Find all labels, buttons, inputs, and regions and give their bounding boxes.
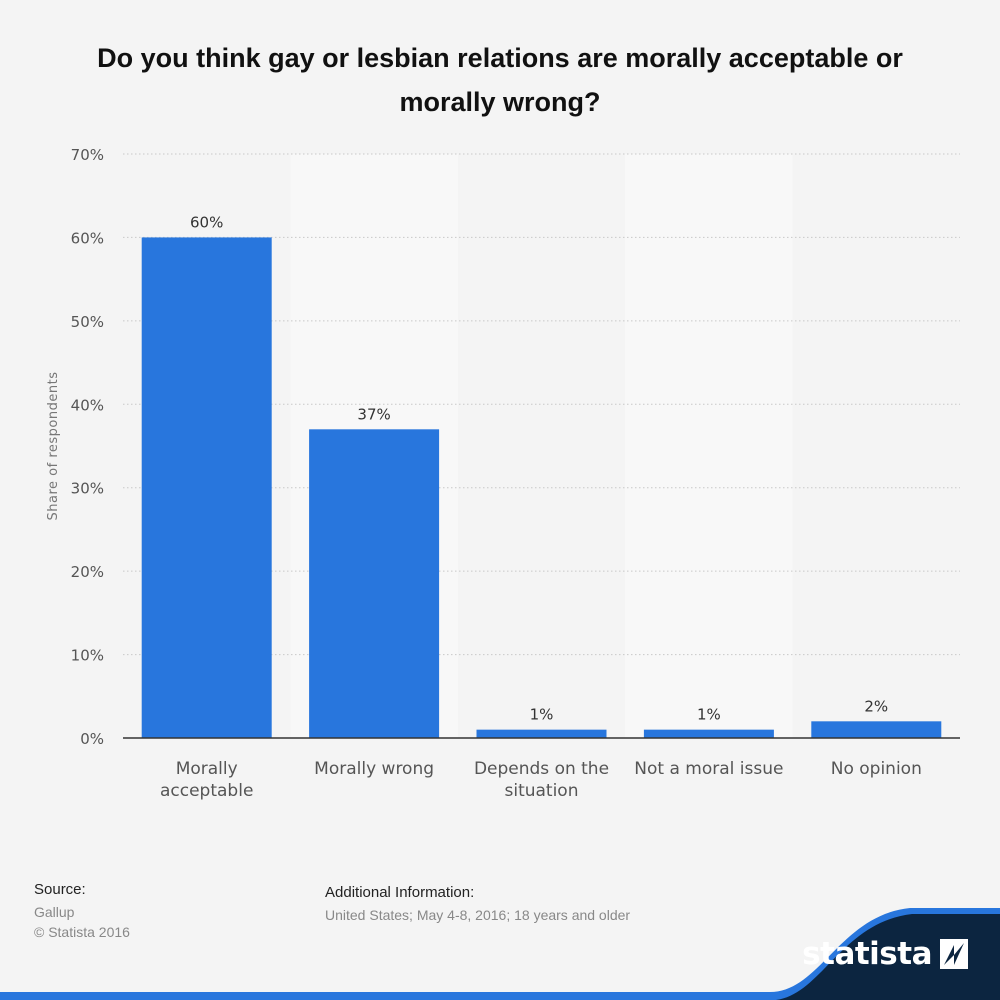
y-tick-label: 10% <box>71 647 104 665</box>
copyright-text: © Statista 2016 <box>34 924 130 940</box>
x-tick-label: No opinion <box>831 759 922 779</box>
bar[interactable] <box>309 429 440 738</box>
data-label: 1% <box>530 706 554 724</box>
y-tick-label: 60% <box>71 229 104 247</box>
statista-logo[interactable]: statista <box>802 936 968 972</box>
y-tick-label: 50% <box>71 313 104 331</box>
bar[interactable] <box>811 721 942 738</box>
bar[interactable] <box>476 729 607 738</box>
logo-text: statista <box>802 936 932 972</box>
bar-chart: 0% 10% 20% 30% 40% 50% 60% 70% 60% Morally accepta… <box>46 146 960 801</box>
bar[interactable] <box>643 729 774 738</box>
source-name[interactable]: Gallup <box>34 904 75 920</box>
bar[interactable] <box>141 237 272 738</box>
y-tick-label: 30% <box>71 480 104 498</box>
additional-info-text: United States; May 4-8, 2016; 18 years a… <box>325 907 631 923</box>
data-label: 60% <box>190 213 223 231</box>
y-tick-label: 40% <box>71 396 104 414</box>
data-label: 37% <box>357 405 390 423</box>
source-label: Source: <box>34 881 86 898</box>
y-tick-label: 0% <box>80 730 104 748</box>
source-block: Source: Gallup © Statista 2016 <box>34 881 130 940</box>
data-label: 2% <box>864 697 888 715</box>
chart-title: Do you think gay or lesbian relations ar… <box>97 43 903 117</box>
column-band <box>625 154 793 738</box>
y-tick-label: 20% <box>71 563 104 581</box>
additional-info-block: Additional Information: United States; M… <box>325 884 630 923</box>
additional-info-label: Additional Information: <box>325 884 475 901</box>
x-tick-label: Not a moral issue <box>634 759 783 779</box>
y-axis-label: Share of respondents <box>46 372 61 521</box>
data-label: 1% <box>697 706 721 724</box>
x-tick-label: Depends on the situation <box>474 759 609 801</box>
x-tick-label: Morally wrong <box>314 759 434 779</box>
x-tick-label: Morally acceptable <box>160 759 253 801</box>
statista-logo-icon <box>940 939 968 969</box>
y-tick-label: 70% <box>71 146 104 164</box>
